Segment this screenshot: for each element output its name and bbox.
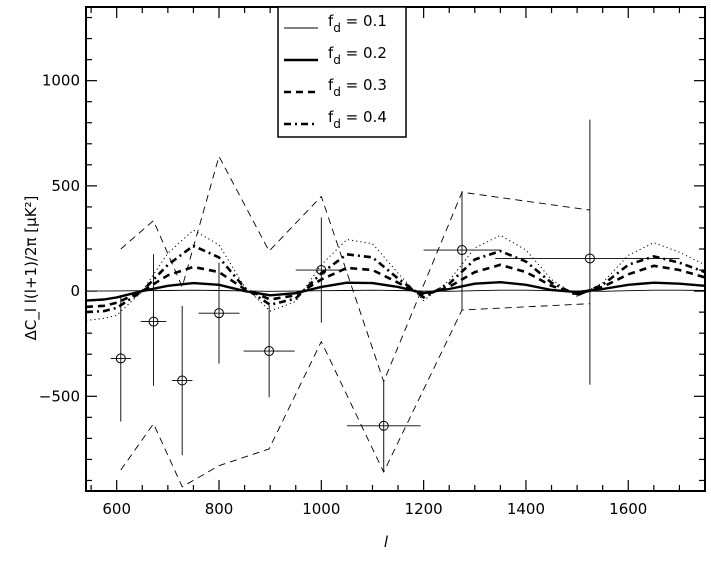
data-point bbox=[346, 381, 421, 473]
data-point bbox=[171, 305, 193, 456]
series-line-4 bbox=[86, 229, 705, 321]
y-tick-label: 0 bbox=[70, 282, 80, 300]
data-point bbox=[295, 217, 347, 323]
x-axis-label: l bbox=[384, 533, 389, 551]
legend-entry: fd = 0.4 bbox=[284, 108, 387, 131]
y-tick-label: 500 bbox=[51, 177, 80, 195]
legend-label: fd = 0.3 bbox=[328, 76, 387, 99]
legend-label: fd = 0.2 bbox=[328, 44, 387, 67]
x-tick-label: 1200 bbox=[405, 500, 443, 518]
legend-entry: fd = 0.1 bbox=[284, 12, 387, 35]
y-axis-label: ΔC_l l(l+1)/2π [μK²] bbox=[22, 196, 41, 341]
data-marker bbox=[148, 316, 159, 327]
data-point bbox=[243, 304, 295, 398]
data-marker bbox=[584, 253, 595, 264]
legend-label: fd = 0.4 bbox=[328, 108, 387, 131]
y-tick-label: −500 bbox=[39, 387, 80, 405]
data-marker bbox=[264, 346, 275, 357]
data-marker bbox=[177, 375, 188, 386]
x-tick-label: 800 bbox=[205, 500, 234, 518]
x-tick-label: 1000 bbox=[302, 500, 340, 518]
legend-entry: fd = 0.3 bbox=[284, 76, 387, 99]
y-tick-label: 1000 bbox=[42, 72, 80, 90]
data-marker bbox=[214, 308, 225, 319]
series-line-6 bbox=[120, 303, 590, 488]
data-marker bbox=[115, 353, 126, 364]
x-tick-label: 1600 bbox=[609, 500, 647, 518]
x-tick-label: 1400 bbox=[507, 500, 545, 518]
x-tick-label: 600 bbox=[102, 500, 131, 518]
legend-label: fd = 0.1 bbox=[328, 12, 387, 35]
tick-labels: 600 800 1000 1200 1400 1600 −500 0 500 1000 bbox=[39, 72, 648, 518]
legend-entry: fd = 0.2 bbox=[284, 44, 387, 67]
series-line-0 bbox=[86, 289, 705, 292]
data-marker bbox=[457, 245, 468, 256]
data-marker bbox=[378, 420, 389, 431]
data-point bbox=[198, 262, 240, 364]
series-line-1 bbox=[86, 281, 705, 302]
data-point bbox=[110, 295, 132, 422]
series-line-3 bbox=[86, 244, 705, 314]
series-layer bbox=[86, 155, 705, 488]
data-points bbox=[110, 119, 680, 473]
data-point bbox=[140, 254, 167, 386]
data-point bbox=[423, 191, 501, 311]
data-point bbox=[495, 119, 680, 385]
series-line-2 bbox=[86, 263, 705, 309]
axis-ticks bbox=[86, 7, 706, 491]
legend-box bbox=[277, 6, 407, 138]
data-marker bbox=[316, 265, 327, 276]
legend: fd = 0.1 fd = 0.2 fd = 0.3 fd = 0.4 bbox=[277, 6, 407, 138]
